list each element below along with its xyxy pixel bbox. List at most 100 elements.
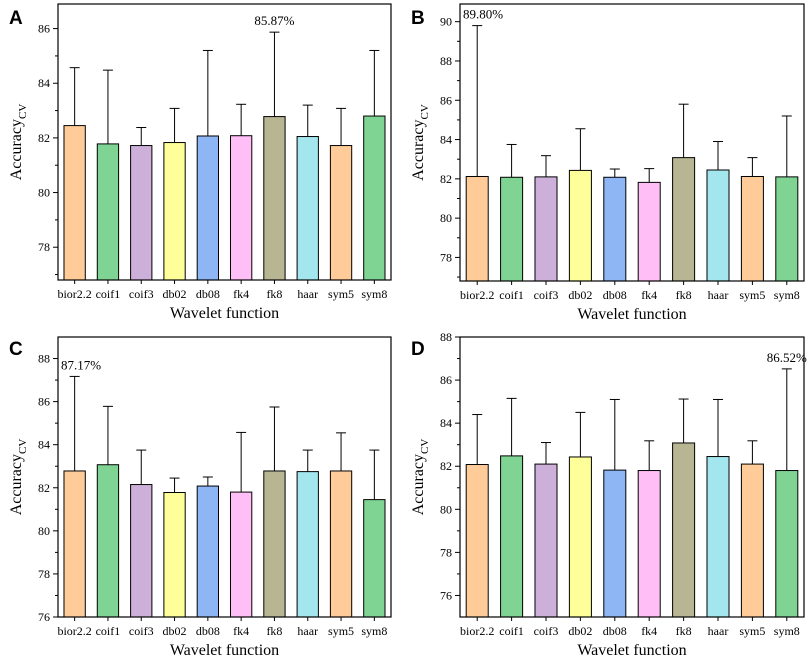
bar-db08 [196, 135, 220, 281]
bar-coif3 [130, 145, 153, 281]
x-tick-label: fk8 [266, 287, 282, 301]
x-tick-label: bior2.2 [460, 288, 494, 302]
y-tick-label: 84 [38, 438, 50, 452]
x-tick-label: fk4 [233, 287, 249, 301]
bar-haar [706, 169, 730, 282]
bar-coif1 [500, 455, 524, 618]
y-tick-label: 80 [38, 186, 50, 200]
y-axis-title-main: Accuracy [8, 454, 25, 515]
peak-annotation: 85.87% [254, 13, 294, 28]
y-tick-label: 88 [38, 352, 50, 366]
bar-bior2.2 [63, 470, 86, 618]
y-axis-title-main: Accuracy [410, 119, 427, 180]
x-tick-label: haar [297, 287, 318, 301]
x-tick-label: db08 [196, 287, 220, 301]
x-tick-label: sym5 [739, 288, 765, 302]
peak-annotation: 87.17% [61, 357, 101, 372]
x-tick-label: db02 [568, 288, 592, 302]
x-tick-label: haar [708, 288, 729, 302]
x-tick-label: coif1 [499, 624, 524, 638]
y-tick-label: 80 [440, 211, 452, 225]
bar-sym5 [740, 463, 764, 618]
x-tick-label: coif3 [534, 288, 559, 302]
x-tick-label: db08 [196, 624, 220, 638]
y-tick-label: 82 [38, 481, 50, 495]
x-tick-label: db02 [163, 287, 187, 301]
y-axis-title-subscript: CV [419, 104, 431, 119]
y-tick-label: 86 [440, 93, 452, 107]
bar-db02 [163, 142, 186, 281]
bar-db02 [163, 492, 186, 618]
y-tick-label: 88 [440, 330, 452, 344]
x-tick-label: fk4 [233, 624, 249, 638]
bar-coif1 [96, 143, 120, 281]
plot-frame [459, 336, 805, 618]
y-tick-label: 84 [440, 416, 452, 430]
bar-fk8 [672, 442, 696, 618]
x-tick-label: bior2.2 [460, 624, 494, 638]
y-tick-label: 88 [440, 54, 452, 68]
peak-annotation: 89.80% [463, 7, 503, 22]
x-tick-label: sym8 [774, 288, 800, 302]
y-tick-label: 78 [38, 240, 50, 254]
x-tick-label: db02 [163, 624, 187, 638]
x-tick-label: coif1 [96, 287, 121, 301]
y-axis-title-subscript: CV [17, 104, 29, 119]
x-tick-label: db02 [568, 624, 592, 638]
x-tick-label: fk4 [641, 624, 657, 638]
bar-haar [706, 456, 730, 618]
bar-sym5 [329, 470, 353, 618]
x-axis-title: Wavelet function [170, 305, 279, 322]
panel-letter: B [411, 8, 425, 29]
bar-coif3 [534, 176, 558, 282]
x-tick-label: sym8 [361, 287, 387, 301]
bar-sym5 [740, 175, 764, 282]
bar-fk4 [637, 470, 661, 618]
panel-letter: A [9, 8, 23, 29]
bar-db02 [568, 169, 592, 282]
x-axis-title: Wavelet function [577, 642, 686, 659]
panel-letter: D [411, 339, 425, 360]
bar-coif3 [534, 463, 558, 618]
bar-bior2.2 [465, 464, 489, 618]
peak-annotation: 86.52% [767, 350, 807, 365]
plot-frame [57, 3, 392, 281]
x-tick-label: coif1 [499, 288, 524, 302]
bar-db08 [603, 469, 627, 618]
bar-sym8 [363, 115, 386, 281]
bar-sym8 [775, 470, 799, 618]
x-tick-label: coif1 [96, 624, 121, 638]
y-tick-label: 84 [440, 133, 452, 147]
y-tick-label: 86 [38, 22, 50, 36]
y-tick-label: 76 [38, 610, 50, 624]
bar-haar [296, 471, 319, 618]
x-tick-label: fk8 [266, 624, 282, 638]
bar-fk4 [637, 181, 661, 282]
x-tick-label: bior2.2 [57, 624, 91, 638]
y-tick-label: 86 [38, 395, 50, 409]
y-axis-title: AccuracyCV [8, 439, 29, 516]
bar-fk8 [263, 116, 286, 281]
x-axis-title: Wavelet function [170, 642, 279, 659]
bar-haar [296, 136, 319, 281]
y-tick-label: 82 [440, 459, 452, 473]
y-axis-title-main: Accuracy [410, 454, 427, 515]
bar-sym5 [329, 145, 353, 281]
bar-coif3 [130, 484, 153, 618]
x-tick-label: db08 [603, 624, 627, 638]
x-tick-label: haar [708, 624, 729, 638]
y-tick-label: 86 [440, 373, 452, 387]
x-tick-label: sym8 [774, 624, 800, 638]
x-tick-label: sym5 [328, 287, 354, 301]
y-tick-label: 76 [440, 588, 452, 602]
panel-letter: C [9, 339, 23, 360]
x-tick-label: bior2.2 [57, 287, 91, 301]
y-axis-title-subscript: CV [419, 439, 431, 454]
y-tick-label: 90 [440, 15, 452, 29]
x-tick-label: coif3 [534, 624, 559, 638]
